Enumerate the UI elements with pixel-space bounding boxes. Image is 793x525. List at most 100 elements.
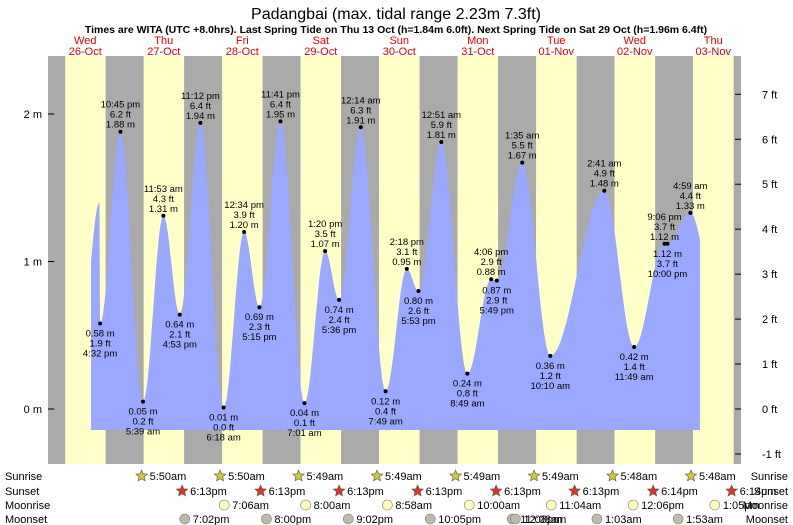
row-label-right: Sunset <box>754 486 788 498</box>
sunset-icon <box>725 484 739 497</box>
tide-label: 1.91 m <box>346 115 375 126</box>
sun-moon-time: 6:13pm <box>426 486 463 498</box>
tide-label: 6.2 ft <box>110 110 131 121</box>
tide-point <box>439 140 444 145</box>
date-label: 28-Oct <box>226 46 259 58</box>
chart-subtitle: Times are WITA (UTC +8.0hrs). Last Sprin… <box>85 24 707 36</box>
sun-moon-time: 8:00pm <box>274 514 311 525</box>
tide-label: 1:20 pm <box>308 219 342 230</box>
tide-label: 10:10 am <box>530 381 570 392</box>
date-label: 29-Oct <box>304 46 337 58</box>
tide-label: 11:12 pm <box>181 91 220 102</box>
tide-label: 0.04 m <box>290 408 319 419</box>
date-label: 27-Oct <box>147 46 180 58</box>
sun-moon-time: 5:49am <box>307 471 344 483</box>
tide-label: 12:34 pm <box>224 200 264 211</box>
y-tick-label-m: 2 m <box>24 109 42 121</box>
tide-point <box>323 249 328 254</box>
tide-point <box>383 389 388 394</box>
tide-label: 0.12 m <box>371 396 400 407</box>
day-of-week-label: Mon <box>467 35 488 47</box>
moonset-icon <box>510 513 521 525</box>
moonset-icon <box>261 513 272 525</box>
sunrise-icon <box>449 469 463 482</box>
sunrise-icon <box>135 469 149 482</box>
day-of-week-label: Tue <box>547 35 566 47</box>
tide-label: 7:49 am <box>368 416 402 427</box>
tide-label: 0.36 m <box>536 361 565 372</box>
tide-label: 1.67 m <box>508 151 537 162</box>
tide-point <box>98 321 103 326</box>
sun-moon-time: 11:04am <box>559 500 601 512</box>
sun-moon-time: 6:13pm <box>347 486 384 498</box>
moonset-icon <box>424 513 436 525</box>
date-label: 30-Oct <box>383 46 416 58</box>
sun-moon-time: 5:50am <box>150 471 187 483</box>
y-tick-label-m: 0 m <box>24 404 42 416</box>
tide-label: 6.3 ft <box>350 105 371 116</box>
tide-label: 1:35 am <box>505 131 539 142</box>
tide-point <box>602 188 607 193</box>
tide-label: 0.05 m <box>128 407 157 418</box>
sun-moon-time: 1:03am <box>605 514 642 525</box>
tide-label: 5:49 pm <box>480 306 514 317</box>
tide-point <box>520 160 525 165</box>
tide-label: 1.4 ft <box>624 362 645 373</box>
tide-label: 3.5 ft <box>315 229 336 240</box>
sun-moon-time: 11:08pm <box>520 514 562 525</box>
sunrise-icon <box>527 469 541 482</box>
tide-label: 0.88 m <box>477 267 506 278</box>
sun-moon-time: 12:08am <box>523 514 566 525</box>
tide-label: 11:41 pm <box>261 89 300 100</box>
chart-header: Padangbai (max. tidal range 2.23m 7.3ft)… <box>85 6 707 36</box>
tide-label: 3.1 ft <box>396 247 417 258</box>
tide-label: 2.9 ft <box>481 257 502 268</box>
tide-label: 0.95 m <box>392 257 421 268</box>
tide-label: 6:18 am <box>206 433 240 444</box>
sun-moon-time: 6:14pm <box>661 486 698 498</box>
moonrise-icon <box>463 499 475 511</box>
sun-moon-time: 5:50am <box>228 471 265 483</box>
day-of-week-label: Thu <box>154 35 173 47</box>
tide-label: 1.88 m <box>106 120 135 131</box>
row-label-left: Moonrise <box>5 500 50 512</box>
sunset-icon <box>568 484 582 497</box>
tide-point <box>302 401 307 406</box>
sunset-icon <box>411 484 425 497</box>
sun-moon-time: 1:53am <box>686 514 723 525</box>
y-tick-label-ft: 5 ft <box>762 179 777 191</box>
tide-label: 3.9 ft <box>234 210 255 221</box>
date-label: 03-Nov <box>696 46 732 58</box>
moonset-icon <box>672 513 684 525</box>
tide-label: 0.2 ft <box>132 417 153 428</box>
tide-point <box>198 120 203 125</box>
day-of-week-label: Thu <box>704 35 723 47</box>
sun-moon-time: 8:00am <box>314 500 351 512</box>
sun-moon-time: 10:00am <box>477 500 520 512</box>
left-axis-strip <box>48 56 53 464</box>
tide-label: 1.94 m <box>186 111 215 122</box>
row-label-right: Moonset <box>746 514 788 525</box>
y-tick-label-ft: -1 ft <box>762 449 781 461</box>
moonrise-icon <box>709 499 721 511</box>
tide-label: 5.9 ft <box>431 120 452 131</box>
tide-point <box>489 277 494 282</box>
tide-label: 1.33 m <box>676 201 705 212</box>
tide-label: 0.1 ft <box>294 418 315 429</box>
tide-label: 5.5 ft <box>512 141 533 152</box>
tide-point <box>141 399 146 404</box>
tide-label: 1.48 m <box>590 179 619 190</box>
sun-moon-time: 5:49am <box>464 471 501 483</box>
tide-point <box>404 266 409 271</box>
gridlines <box>48 113 54 410</box>
tide-point <box>416 289 421 293</box>
tide-label: 1.12 m <box>650 232 679 243</box>
sun-moon-time: 6:13pm <box>190 486 227 498</box>
tide-label: 1.9 ft <box>90 338 111 349</box>
day-of-week-label: Sun <box>389 35 409 47</box>
day-of-week-label: Sat <box>313 35 330 47</box>
sun-moon-time: 7:02pm <box>193 514 230 525</box>
moonrise-icon <box>545 499 557 511</box>
tide-label: 0.64 m <box>165 320 194 331</box>
row-label-right: Moonrise <box>743 500 788 512</box>
